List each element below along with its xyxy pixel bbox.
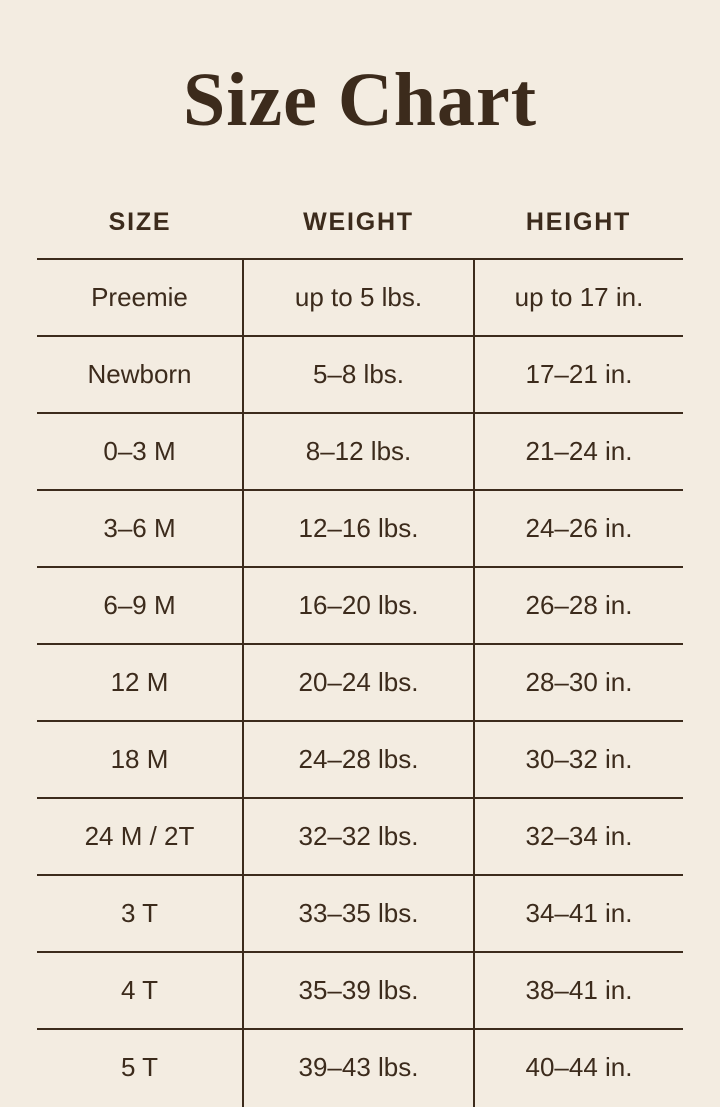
table-header: SIZE WEIGHT HEIGHT: [37, 186, 683, 259]
table-row: Preemie up to 5 lbs. up to 17 in.: [37, 258, 683, 336]
cell-weight: 12–16 lbs.: [242, 489, 474, 567]
table-body: Preemie up to 5 lbs. up to 17 in. Newborn 5–…: [37, 258, 683, 1105]
cell-weight: 39–43 lbs.: [242, 1028, 474, 1105]
column-divider-stub-1: [242, 1083, 244, 1107]
table-row: 3 T 33–35 lbs. 34–41 in.: [37, 874, 683, 952]
header-row: SIZE WEIGHT HEIGHT: [37, 186, 683, 259]
cell-height: up to 17 in.: [473, 258, 683, 336]
cell-size: 0–3 M: [37, 412, 243, 490]
cell-weight: 20–24 lbs.: [242, 643, 474, 721]
table-row: 0–3 M 8–12 lbs. 21–24 in.: [37, 412, 683, 490]
cell-size: 6–9 M: [37, 566, 243, 644]
cell-height: 38–41 in.: [473, 951, 683, 1029]
cell-size: Newborn: [37, 335, 243, 413]
table-row: 5 T 39–43 lbs. 40–44 in.: [37, 1028, 683, 1105]
table-row: 12 M 20–24 lbs. 28–30 in.: [37, 643, 683, 721]
cell-size: 3 T: [37, 874, 243, 952]
table-row: 4 T 35–39 lbs. 38–41 in.: [37, 951, 683, 1029]
cell-weight: 5–8 lbs.: [242, 335, 474, 413]
cell-height: 26–28 in.: [473, 566, 683, 644]
column-header-size: SIZE: [108, 207, 172, 236]
cell-weight: 33–35 lbs.: [242, 874, 474, 952]
column-divider-stub-2: [473, 1083, 475, 1107]
cell-size: 12 M: [37, 643, 243, 721]
cell-size: Preemie: [37, 258, 243, 336]
cell-weight: up to 5 lbs.: [242, 258, 474, 336]
size-chart-table-wrap: SIZE WEIGHT HEIGHT Preemie up to 5 lbs. up…: [37, 186, 683, 1107]
size-chart-page: Size Chart SIZE WEIGHT HEIGHT Preemie up …: [37, 58, 683, 1107]
cell-size: 18 M: [37, 720, 243, 798]
cell-height: 40–44 in.: [473, 1028, 683, 1105]
cell-weight: 32–32 lbs.: [242, 797, 474, 875]
table-row: 6–9 M 16–20 lbs. 26–28 in.: [37, 566, 683, 644]
cell-height: 21–24 in.: [473, 412, 683, 490]
cell-size: 4 T: [37, 951, 243, 1029]
table-row: 3–6 M 12–16 lbs. 24–26 in.: [37, 489, 683, 567]
cell-height: 24–26 in.: [473, 489, 683, 567]
cell-height: 17–21 in.: [473, 335, 683, 413]
cell-weight: 16–20 lbs.: [242, 566, 474, 644]
column-header-weight: WEIGHT: [303, 207, 414, 236]
table-row: Newborn 5–8 lbs. 17–21 in.: [37, 335, 683, 413]
cell-size: 24 M / 2T: [37, 797, 243, 875]
column-header-height: HEIGHT: [525, 207, 632, 236]
cell-height: 34–41 in.: [473, 874, 683, 952]
cell-size: 5 T: [37, 1028, 243, 1105]
table-row: 24 M / 2T 32–32 lbs. 32–34 in.: [37, 797, 683, 875]
size-chart-table: SIZE WEIGHT HEIGHT Preemie up to 5 lbs. up…: [37, 186, 683, 1105]
cell-height: 32–34 in.: [473, 797, 683, 875]
cell-height: 30–32 in.: [473, 720, 683, 798]
cell-weight: 35–39 lbs.: [242, 951, 474, 1029]
cell-weight: 8–12 lbs.: [242, 412, 474, 490]
cell-size: 3–6 M: [37, 489, 243, 567]
page-title: Size Chart: [182, 58, 538, 142]
cell-weight: 24–28 lbs.: [242, 720, 474, 798]
table-row: 18 M 24–28 lbs. 30–32 in.: [37, 720, 683, 798]
cell-height: 28–30 in.: [473, 643, 683, 721]
